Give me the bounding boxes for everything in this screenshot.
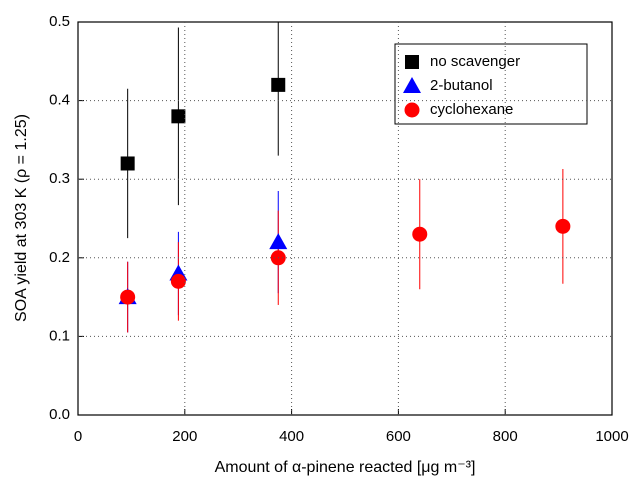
legend-label: no scavenger: [430, 53, 520, 70]
marker: [120, 289, 136, 305]
x-axis-label: Amount of α-pinene reacted [μg m⁻³]: [215, 459, 476, 476]
legend-marker: [404, 102, 420, 118]
x-tick-label: 800: [493, 428, 518, 445]
y-tick-label: 0.0: [49, 406, 70, 423]
x-tick-label: 0: [74, 428, 82, 445]
plot-frame: [77, 21, 613, 416]
x-tick-label: 400: [279, 428, 304, 445]
legend-marker: [403, 77, 421, 93]
legend-label: cyclohexane: [430, 101, 513, 118]
marker: [120, 156, 135, 171]
legend-label: 2-butanol: [430, 77, 493, 94]
y-tick-label: 0.4: [49, 92, 70, 109]
y-axis-label: SOA yield at 303 K (ρ = 1.25): [13, 114, 30, 322]
legend-marker: [405, 55, 419, 69]
marker: [171, 109, 186, 124]
x-tick-label: 600: [386, 428, 411, 445]
plot-area: [118, 22, 571, 333]
y-tick-label: 0.5: [49, 13, 70, 30]
x-tick-label: 200: [172, 428, 197, 445]
y-tick-label: 0.3: [49, 170, 70, 187]
x-tick-label: 1000: [595, 428, 628, 445]
marker: [271, 77, 286, 92]
y-tick-label: 0.2: [49, 249, 70, 266]
y-tick-label: 0.1: [49, 327, 70, 344]
marker: [412, 226, 428, 242]
marker: [555, 218, 571, 234]
marker: [170, 273, 186, 289]
marker: [269, 233, 288, 250]
legend: [394, 43, 588, 125]
